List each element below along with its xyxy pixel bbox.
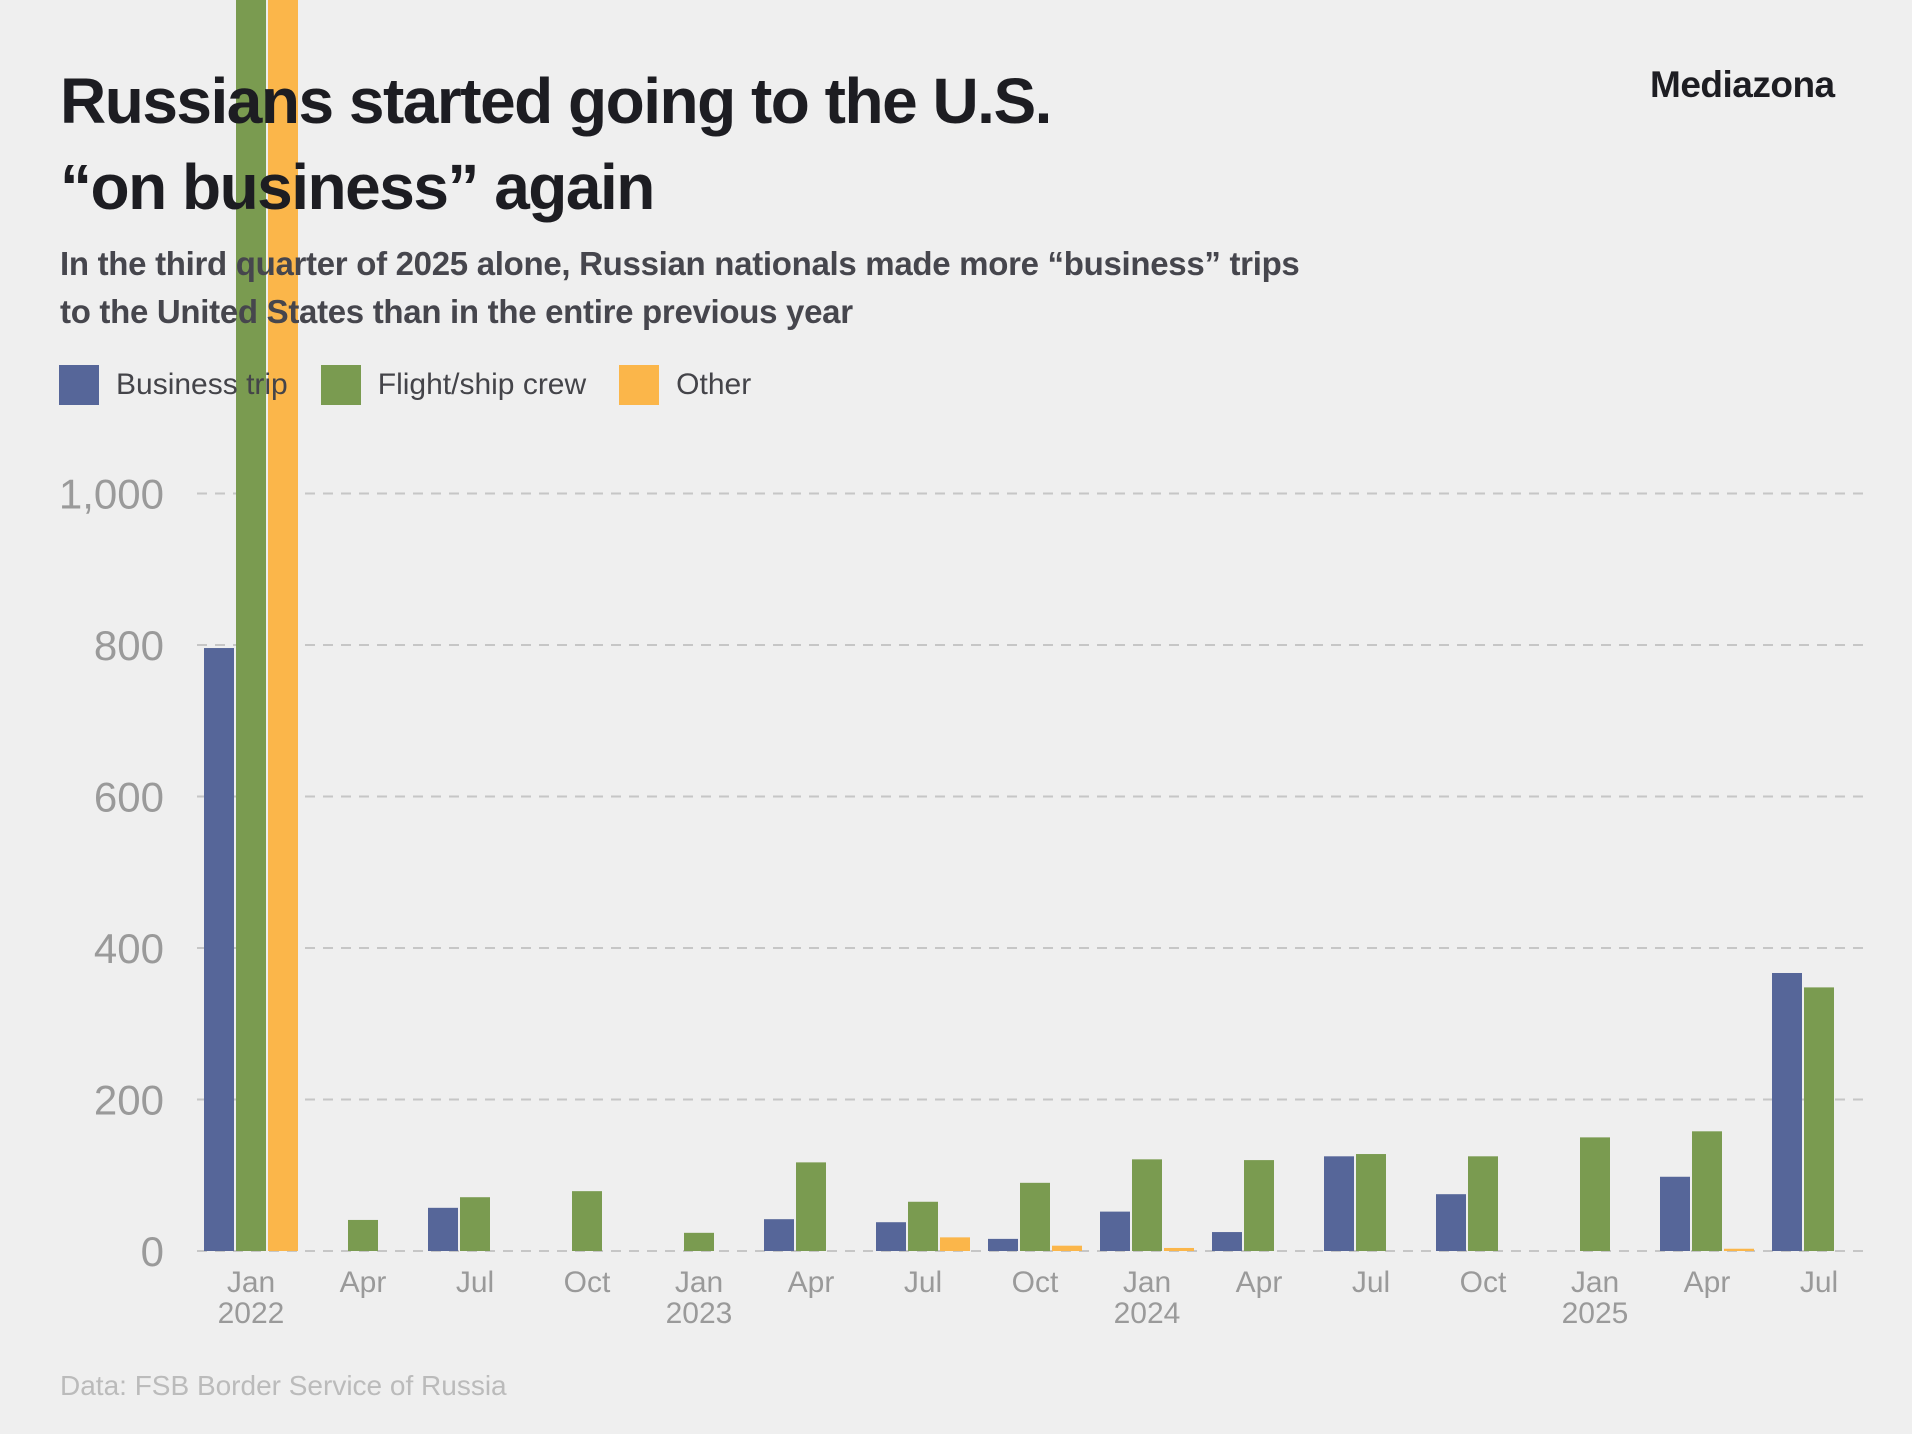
brand-logo: Mediazona [1650, 64, 1835, 105]
bar-flight-ship-crew-q1-2023 [684, 1232, 714, 1251]
chart-title-line2: “on business” again [60, 151, 655, 223]
x-tick-year-label: 2022 [218, 1297, 285, 1330]
bar-other-q4-2023 [1052, 1245, 1082, 1251]
bar-flight-ship-crew-q1-2024 [1132, 1159, 1162, 1251]
x-tick-label: Jul [904, 1266, 942, 1299]
legend-item-flight-ship-crew: Flight/ship crew [320, 365, 587, 405]
chart-title: Russians started going to the U.S. “on b… [60, 58, 1360, 230]
bar-business-trip-q3-2024 [1324, 1156, 1354, 1251]
y-tick-label: 200 [94, 1077, 164, 1124]
x-tick-label: Jul [1352, 1266, 1390, 1299]
x-tick-label: Jan [1571, 1266, 1619, 1299]
bar-flight-ship-crew-q2-2023 [796, 1162, 826, 1251]
bar-other-q1-2022 [268, 0, 298, 1251]
bar-flight-ship-crew-q1-2022 [236, 0, 266, 1251]
chart-subtitle-line2: to the United States than in the entire … [60, 293, 853, 330]
bar-flight-ship-crew-q3-2025 [1804, 987, 1834, 1251]
x-tick-label: Jan [227, 1266, 275, 1299]
x-tick-label: Jul [1800, 1266, 1838, 1299]
bar-other-q3-2023 [940, 1237, 970, 1251]
x-tick-label: Oct [1012, 1266, 1059, 1299]
y-tick-label: 1,000 [59, 471, 164, 518]
x-tick-label: Apr [1236, 1266, 1283, 1299]
bar-business-trip-q2-2024 [1212, 1232, 1242, 1251]
bar-flight-ship-crew-q3-2024 [1356, 1154, 1386, 1251]
bar-flight-ship-crew-q4-2023 [1020, 1182, 1050, 1251]
bar-flight-ship-crew-q4-2024 [1468, 1156, 1498, 1251]
y-tick-label: 800 [94, 622, 164, 669]
y-tick-label: 0 [141, 1228, 164, 1275]
chart-title-line1: Russians started going to the U.S. [60, 65, 1052, 137]
y-axis-ticks: 0 200 400 600 800 1,000 [59, 471, 164, 1276]
legend-label: Flight/ship crew [377, 368, 587, 401]
chart-subtitle-line1: In the third quarter of 2025 alone, Russ… [60, 245, 1300, 282]
legend-item-other: Other [619, 365, 751, 405]
legend-label: Business trip [116, 368, 288, 401]
legend-swatch-business-trip [59, 365, 99, 405]
bar-other-q2-2025 [1724, 1248, 1754, 1251]
bars [204, 0, 1834, 1251]
legend: Business trip Flight/ship crew Other [59, 365, 784, 405]
bar-business-trip-q2-2025 [1660, 1176, 1690, 1251]
bar-flight-ship-crew-q2-2025 [1692, 1131, 1722, 1251]
legend-label: Other [676, 368, 752, 401]
legend-swatch-other [619, 365, 660, 405]
x-tick-label: Jan [675, 1266, 723, 1299]
x-tick-year-label: 2023 [666, 1297, 733, 1330]
x-tick-label: Oct [1460, 1266, 1507, 1299]
y-tick-label: 400 [94, 925, 164, 972]
x-tick-year-label: 2025 [1562, 1297, 1629, 1330]
legend-item-business-trip: Business trip [59, 365, 288, 405]
x-tick-label: Oct [564, 1266, 611, 1299]
bar-flight-ship-crew-q3-2023 [908, 1201, 938, 1251]
bar-flight-ship-crew-q4-2022 [572, 1191, 602, 1251]
bar-business-trip-q3-2022 [428, 1207, 458, 1251]
bar-other-q1-2024 [1164, 1247, 1194, 1251]
bar-flight-ship-crew-q2-2024 [1244, 1160, 1274, 1251]
x-tick-label: Apr [788, 1266, 835, 1299]
bar-flight-ship-crew-q1-2025 [1580, 1137, 1610, 1251]
bar-flight-ship-crew-q2-2022 [348, 1219, 378, 1251]
x-tick-label: Apr [340, 1266, 387, 1299]
bar-business-trip-q3-2025 [1772, 972, 1802, 1251]
bar-business-trip-q4-2023 [988, 1238, 1018, 1251]
x-tick-label: Apr [1684, 1266, 1731, 1299]
gridlines [197, 492, 1868, 1252]
source-note: Data: FSB Border Service of Russia [60, 1370, 507, 1401]
bar-business-trip-q4-2024 [1436, 1194, 1466, 1251]
bar-flight-ship-crew-q3-2022 [460, 1197, 490, 1251]
bar-business-trip-q2-2023 [764, 1219, 794, 1251]
x-tick-label: Jul [456, 1266, 494, 1299]
bar-business-trip-q3-2023 [876, 1222, 906, 1251]
legend-swatch-flight-ship-crew [320, 365, 361, 405]
chart-subtitle: In the third quarter of 2025 alone, Russ… [60, 240, 1560, 336]
y-tick-label: 600 [94, 774, 164, 821]
bar-business-trip-q1-2022 [204, 648, 234, 1251]
x-tick-label: Jan [1123, 1266, 1171, 1299]
bar-business-trip-q1-2024 [1100, 1211, 1130, 1251]
x-tick-year-label: 2024 [1114, 1297, 1181, 1330]
